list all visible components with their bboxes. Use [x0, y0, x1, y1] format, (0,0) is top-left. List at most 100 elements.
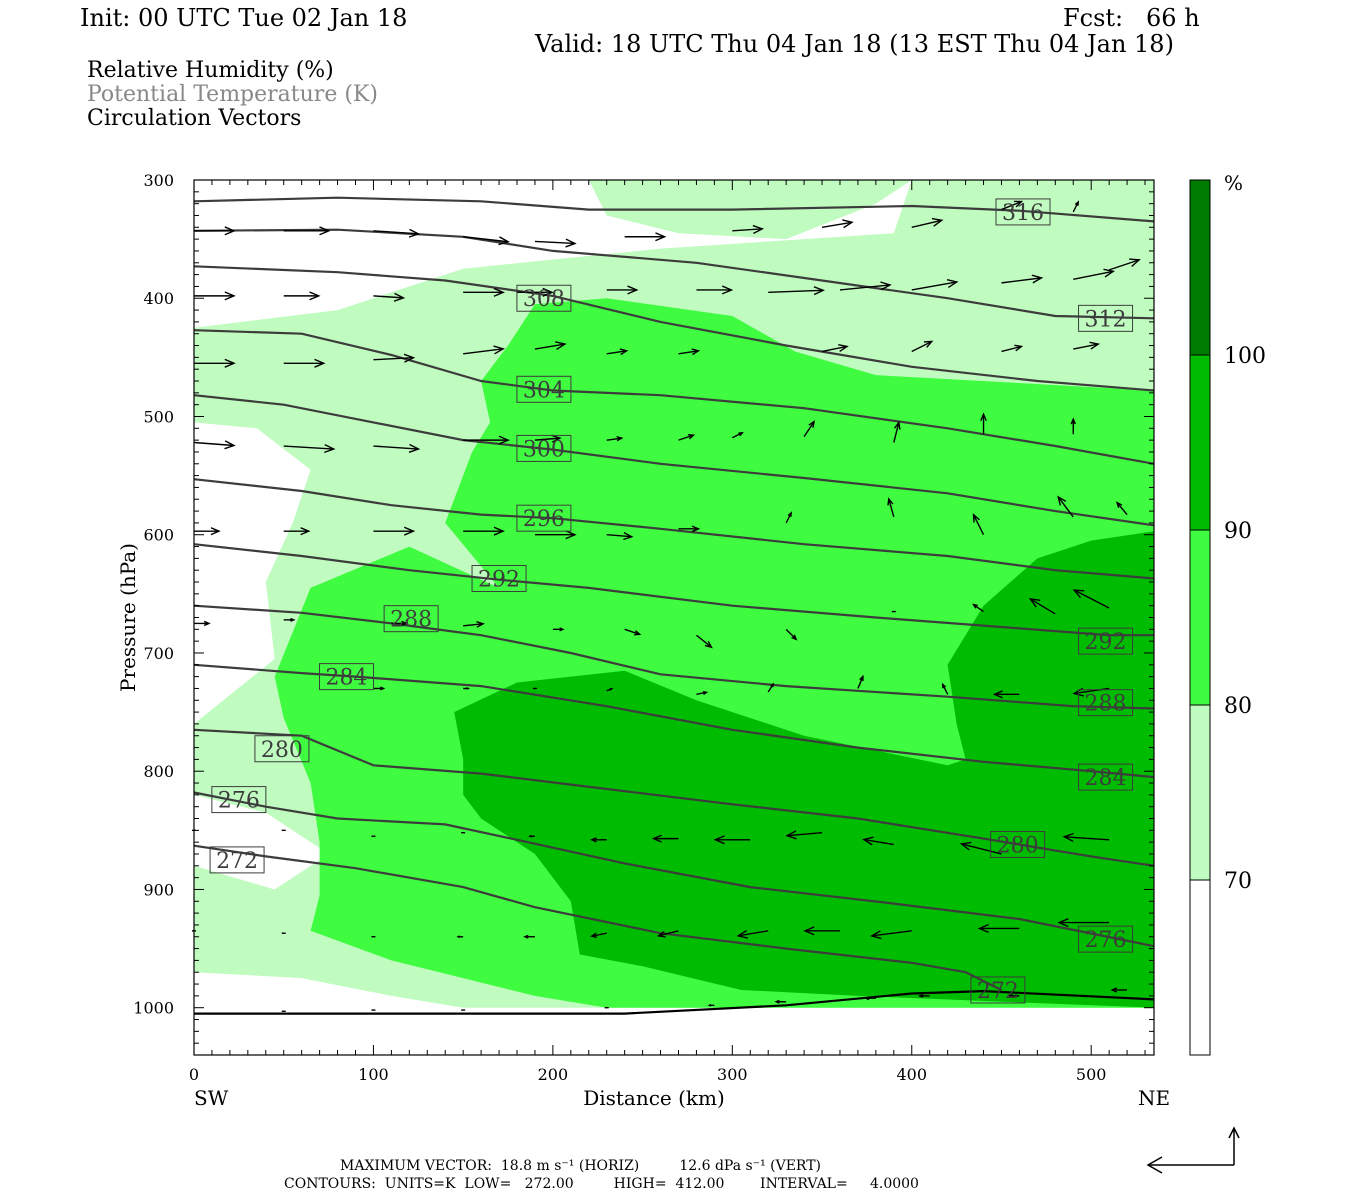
vector	[193, 441, 235, 447]
vector	[803, 421, 815, 437]
contour-label: 272	[977, 979, 1019, 1004]
vector	[658, 930, 679, 937]
contour-label-box	[516, 284, 572, 312]
theta-contour	[194, 989, 1155, 1015]
y-tick-label: 300	[143, 171, 174, 190]
vector	[1001, 345, 1022, 353]
vector-head	[713, 835, 725, 845]
vector-head	[869, 930, 882, 940]
vector-head	[704, 640, 713, 649]
vector	[1073, 270, 1114, 281]
vector	[373, 445, 419, 450]
vector-head	[1057, 495, 1067, 506]
vector	[373, 357, 414, 361]
vector-head	[408, 443, 421, 453]
vector-head	[656, 930, 666, 938]
contour-label: 292	[478, 567, 520, 592]
vector-head	[408, 228, 421, 238]
vector-head	[551, 434, 562, 443]
y-tick-label: 400	[143, 289, 174, 308]
vector-head	[528, 834, 532, 838]
vector-head	[565, 530, 577, 540]
colorbar-segment	[1189, 529, 1211, 706]
x-axis-label: Distance (km)	[583, 1086, 725, 1110]
rh-region-90	[454, 531, 1154, 1008]
vector-head	[403, 526, 416, 536]
vector-head	[738, 431, 744, 437]
contour-label-box	[383, 605, 439, 633]
vector	[1108, 259, 1140, 271]
contour-label-box	[990, 831, 1046, 859]
vector-head	[565, 238, 577, 248]
vector-head	[403, 353, 416, 363]
vector-head	[1110, 987, 1118, 993]
vector-head	[224, 358, 236, 368]
vector-head	[1057, 918, 1069, 928]
vector-head	[707, 1004, 712, 1007]
vector-head	[493, 345, 505, 355]
y-tick-label: 600	[143, 526, 174, 545]
vector-head	[972, 513, 980, 523]
contour-label-box	[1078, 304, 1134, 332]
legend-vectors: Circulation Vectors	[87, 106, 302, 131]
contour-label: 280	[997, 834, 1039, 859]
contour-label-box	[211, 786, 267, 814]
contour-label: 312	[1085, 307, 1127, 332]
vector-head	[203, 620, 211, 627]
vector-head	[917, 993, 924, 998]
vector	[1001, 200, 1022, 211]
y-tick-label: 1000	[133, 999, 174, 1018]
vector	[863, 838, 894, 846]
vector-head	[691, 525, 701, 533]
vector-head	[977, 923, 989, 934]
contour-label-box	[471, 564, 527, 592]
legend-theta: Potential Temperature (K)	[87, 82, 378, 107]
vector-head	[813, 286, 826, 296]
vector-head	[770, 682, 775, 688]
vector-head	[300, 527, 311, 536]
colorbar: 100 90 80 70%	[1189, 171, 1266, 1056]
vector-head	[616, 436, 624, 442]
vector	[821, 221, 853, 228]
contour-label: 276	[218, 789, 260, 814]
colorbar-segment	[1189, 704, 1211, 881]
vector	[463, 236, 509, 243]
colorbar-label: 90	[1224, 519, 1252, 544]
vector	[283, 445, 334, 450]
contour-label: 288	[390, 608, 432, 633]
vector-head	[880, 281, 892, 291]
contour-label: 304	[523, 378, 565, 403]
x-tick-label: 500	[1076, 1065, 1107, 1084]
vector	[785, 512, 792, 524]
vector-head	[401, 620, 409, 627]
contour-label-box	[995, 198, 1051, 226]
vector-head	[456, 935, 461, 939]
theta-contour-288	[193, 604, 1155, 710]
axes: 300 400 500 600 700 800 900 1000 0 100 200 300 400 50…	[116, 171, 1170, 1110]
vector	[624, 628, 640, 635]
x-tick-label: 200	[538, 1065, 569, 1084]
theta-contour-292	[193, 543, 1154, 637]
vector	[732, 432, 743, 439]
contour-label: 300	[523, 437, 565, 462]
x-tick-label: 400	[896, 1065, 927, 1084]
vector-head	[946, 279, 959, 288]
vector-head	[972, 603, 978, 609]
vector	[606, 534, 632, 538]
y-tick-label: 900	[143, 880, 174, 899]
vector-head	[736, 929, 749, 939]
vector-head	[319, 226, 331, 236]
vector	[972, 514, 985, 536]
x-tick-label: 0	[189, 1065, 199, 1084]
vector-head	[702, 690, 709, 695]
theta-contour-272	[193, 844, 1002, 991]
contour-label: 280	[261, 738, 303, 763]
vector	[1064, 836, 1110, 841]
x-tick-label: 100	[358, 1065, 389, 1084]
vector-head	[959, 841, 972, 851]
vector-head	[1103, 268, 1116, 278]
vector-head	[864, 996, 870, 1001]
vector	[463, 348, 504, 355]
vector	[911, 219, 942, 228]
contour-label-box	[254, 735, 310, 763]
